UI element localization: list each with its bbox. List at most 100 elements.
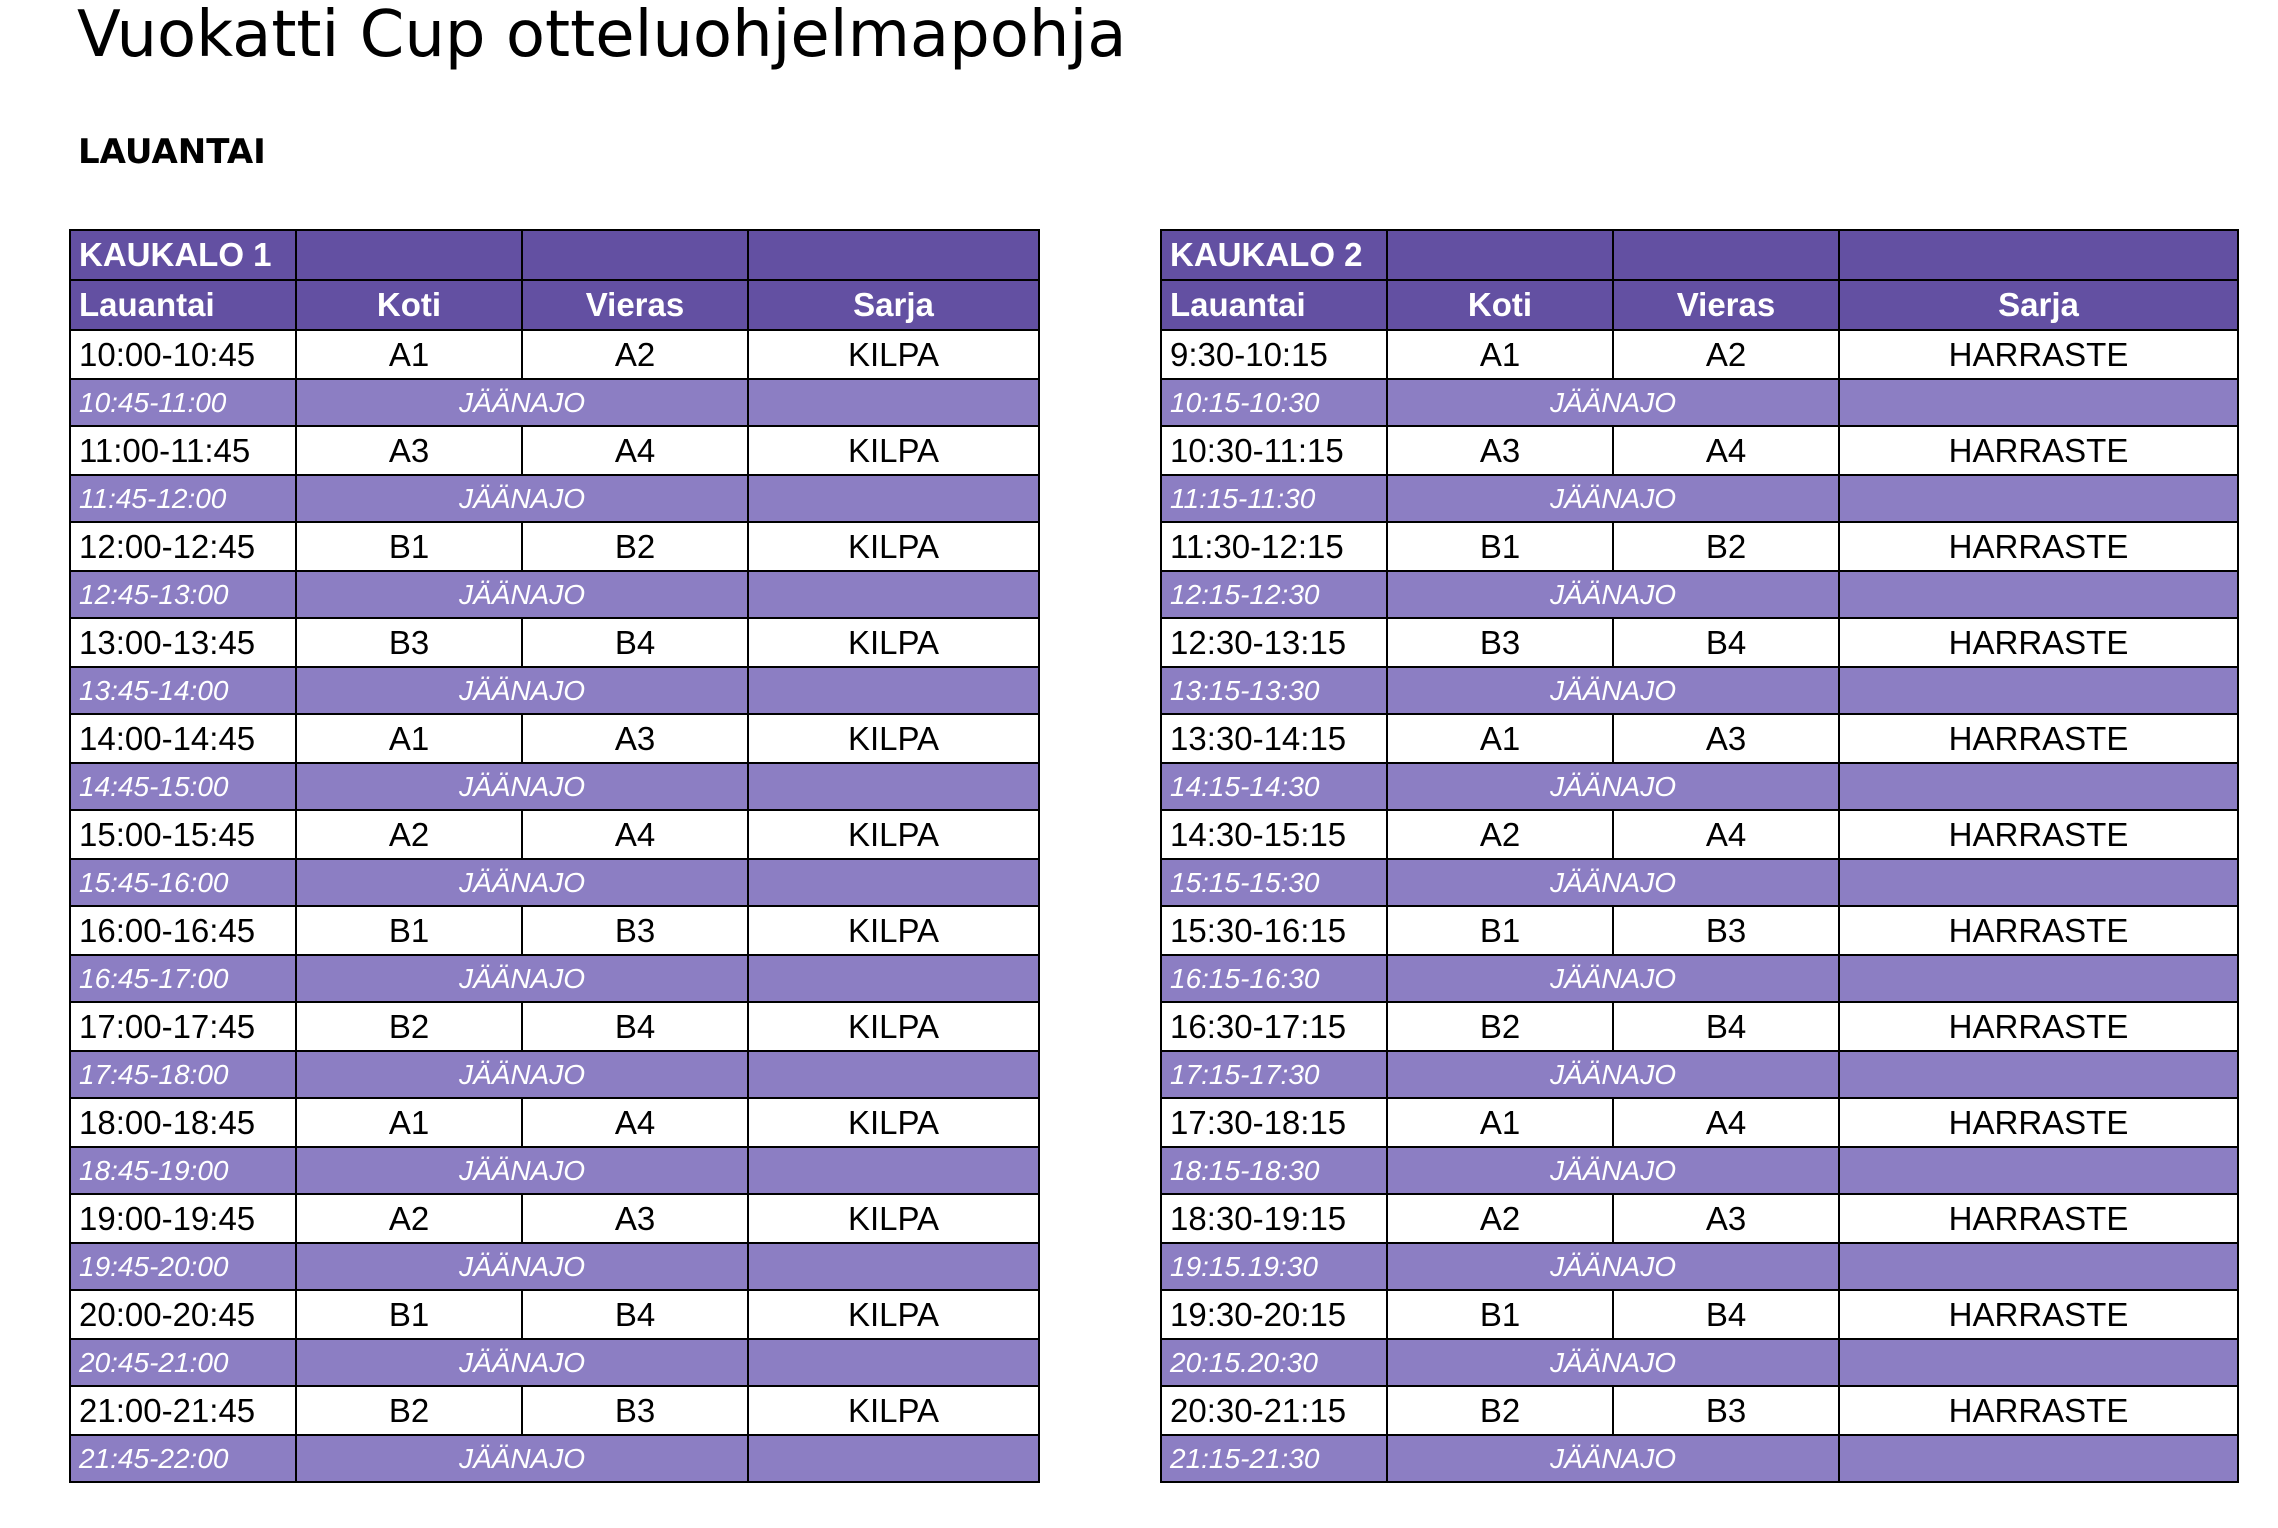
- series: HARRASTE: [1838, 1385, 2239, 1436]
- home-team: B1: [1386, 905, 1614, 956]
- empty-cell: [747, 954, 1040, 1003]
- empty-cell: [747, 858, 1040, 907]
- empty-cell: [1838, 378, 2239, 427]
- series: HARRASTE: [1838, 905, 2239, 956]
- game-time: 18:30-19:15: [1160, 1193, 1388, 1244]
- away-team: B3: [521, 905, 749, 956]
- rink-title-row: KAUKALO 1: [69, 229, 1040, 281]
- resurface-time: 15:45-16:00: [69, 858, 297, 907]
- empty-cell: [1386, 229, 1614, 281]
- resurface-label: JÄÄNAJO: [295, 1338, 749, 1387]
- series: KILPA: [747, 425, 1040, 476]
- empty-cell: [747, 762, 1040, 811]
- series: KILPA: [747, 809, 1040, 860]
- game-row: 11:00-11:45 A3 A4 KILPA: [69, 425, 1040, 476]
- rink-title: KAUKALO 2: [1160, 229, 1388, 281]
- away-team: B4: [1612, 1001, 1840, 1052]
- empty-cell: [1838, 1434, 2239, 1483]
- away-team: B3: [521, 1385, 749, 1436]
- resurface-row: 21:15-21:30 JÄÄNAJO: [1160, 1434, 2239, 1483]
- game-row: 10:30-11:15 A3 A4 HARRASTE: [1160, 425, 2239, 476]
- empty-cell: [747, 1050, 1040, 1099]
- resurface-row: 16:15-16:30 JÄÄNAJO: [1160, 954, 2239, 1003]
- series: HARRASTE: [1838, 713, 2239, 764]
- resurface-label: JÄÄNAJO: [1386, 1434, 1840, 1483]
- series: KILPA: [747, 1193, 1040, 1244]
- rink-title: KAUKALO 1: [69, 229, 297, 281]
- resurface-row: 20:15.20:30 JÄÄNAJO: [1160, 1338, 2239, 1387]
- game-time: 10:30-11:15: [1160, 425, 1388, 476]
- resurface-label: JÄÄNAJO: [1386, 1050, 1840, 1099]
- schedule-table-kaukalo-2: KAUKALO 2 Lauantai Koti Vieras Sarja 9:30-10:…: [1160, 229, 2239, 1483]
- away-team: A2: [521, 329, 749, 380]
- resurface-row: 12:45-13:00 JÄÄNAJO: [69, 570, 1040, 619]
- resurface-row: 10:45-11:00 JÄÄNAJO: [69, 378, 1040, 427]
- away-team: A3: [521, 1193, 749, 1244]
- column-header: Koti: [295, 279, 523, 331]
- series: KILPA: [747, 329, 1040, 380]
- resurface-label: JÄÄNAJO: [295, 1242, 749, 1291]
- away-team: A2: [1612, 329, 1840, 380]
- home-team: A2: [1386, 1193, 1614, 1244]
- resurface-time: 21:15-21:30: [1160, 1434, 1388, 1483]
- resurface-label: JÄÄNAJO: [295, 1146, 749, 1195]
- game-time: 16:00-16:45: [69, 905, 297, 956]
- home-team: A2: [295, 809, 523, 860]
- series: HARRASTE: [1838, 425, 2239, 476]
- empty-cell: [747, 474, 1040, 523]
- resurface-time: 16:15-16:30: [1160, 954, 1388, 1003]
- away-team: A4: [1612, 809, 1840, 860]
- resurface-label: JÄÄNAJO: [1386, 954, 1840, 1003]
- game-row: 19:00-19:45 A2 A3 KILPA: [69, 1193, 1040, 1244]
- resurface-row: 14:45-15:00 JÄÄNAJO: [69, 762, 1040, 811]
- empty-cell: [747, 570, 1040, 619]
- away-team: B4: [521, 1289, 749, 1340]
- game-row: 15:30-16:15 B1 B3 HARRASTE: [1160, 905, 2239, 956]
- schedule-table-kaukalo-1: KAUKALO 1 Lauantai Koti Vieras Sarja 10:00-10…: [69, 229, 1040, 1483]
- series: HARRASTE: [1838, 329, 2239, 380]
- home-team: A3: [1386, 425, 1614, 476]
- empty-cell: [1838, 1338, 2239, 1387]
- away-team: B4: [1612, 617, 1840, 668]
- series: KILPA: [747, 905, 1040, 956]
- home-team: A1: [1386, 1097, 1614, 1148]
- resurface-label: JÄÄNAJO: [1386, 570, 1840, 619]
- away-team: A4: [1612, 1097, 1840, 1148]
- empty-cell: [1838, 1242, 2239, 1291]
- resurface-label: JÄÄNAJO: [1386, 1338, 1840, 1387]
- empty-cell: [747, 1242, 1040, 1291]
- home-team: B3: [1386, 617, 1614, 668]
- game-row: 20:00-20:45 B1 B4 KILPA: [69, 1289, 1040, 1340]
- resurface-label: JÄÄNAJO: [1386, 474, 1840, 523]
- away-team: A3: [521, 713, 749, 764]
- resurface-row: 21:45-22:00 JÄÄNAJO: [69, 1434, 1040, 1483]
- resurface-row: 16:45-17:00 JÄÄNAJO: [69, 954, 1040, 1003]
- resurface-time: 12:45-13:00: [69, 570, 297, 619]
- away-team: A4: [1612, 425, 1840, 476]
- empty-cell: [747, 1434, 1040, 1483]
- empty-cell: [1838, 762, 2239, 811]
- game-row: 16:00-16:45 B1 B3 KILPA: [69, 905, 1040, 956]
- game-time: 13:30-14:15: [1160, 713, 1388, 764]
- home-team: B2: [295, 1001, 523, 1052]
- resurface-row: 20:45-21:00 JÄÄNAJO: [69, 1338, 1040, 1387]
- game-row: 9:30-10:15 A1 A2 HARRASTE: [1160, 329, 2239, 380]
- resurface-row: 13:15-13:30 JÄÄNAJO: [1160, 666, 2239, 715]
- game-time: 9:30-10:15: [1160, 329, 1388, 380]
- game-time: 16:30-17:15: [1160, 1001, 1388, 1052]
- resurface-time: 20:15.20:30: [1160, 1338, 1388, 1387]
- home-team: B3: [295, 617, 523, 668]
- resurface-label: JÄÄNAJO: [295, 954, 749, 1003]
- game-time: 13:00-13:45: [69, 617, 297, 668]
- home-team: B1: [295, 1289, 523, 1340]
- game-time: 11:30-12:15: [1160, 521, 1388, 572]
- away-team: B2: [521, 521, 749, 572]
- empty-cell: [1838, 666, 2239, 715]
- home-team: B2: [295, 1385, 523, 1436]
- game-row: 21:00-21:45 B2 B3 KILPA: [69, 1385, 1040, 1436]
- away-team: B2: [1612, 521, 1840, 572]
- game-time: 17:30-18:15: [1160, 1097, 1388, 1148]
- series: KILPA: [747, 617, 1040, 668]
- series: HARRASTE: [1838, 809, 2239, 860]
- resurface-time: 21:45-22:00: [69, 1434, 297, 1483]
